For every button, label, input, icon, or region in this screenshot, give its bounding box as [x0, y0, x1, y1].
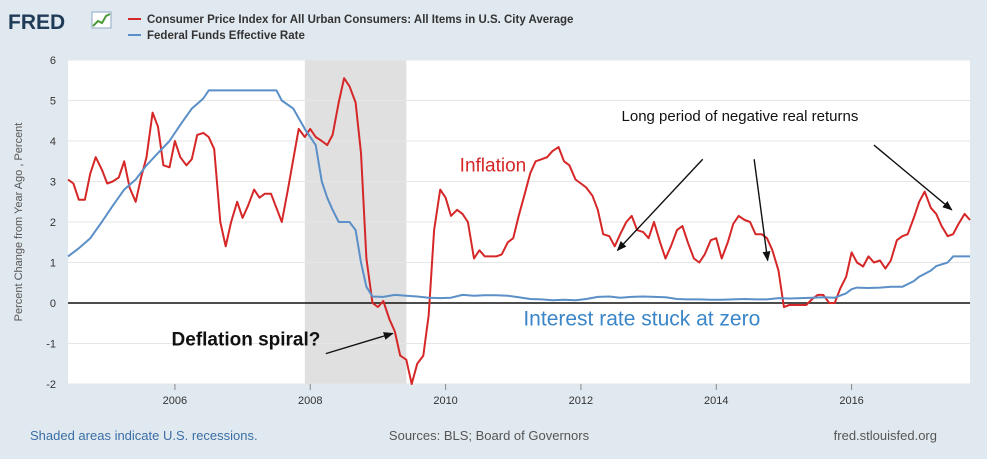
- x-tick-label: 2008: [298, 395, 322, 407]
- footer-site-link[interactable]: fred.stlouisfed.org: [834, 428, 937, 443]
- series-layer: [67, 77, 971, 385]
- annotation-arrow: [753, 159, 771, 262]
- x-tick-label: 2016: [839, 395, 863, 407]
- axis-layer: -2 -1 0 1 2 3 4 5 6 2006 2008 2010 2012 2014 2016: [46, 55, 864, 407]
- annotation-deflation-spiral: Deflation spiral?: [172, 330, 321, 351]
- x-tick-label: 2012: [569, 395, 593, 407]
- y-tick-label: -1: [46, 339, 56, 351]
- annotation-layer: Inflation Long period of negative real re…: [172, 108, 953, 355]
- y-tick-label: 6: [50, 55, 56, 67]
- annotation-negative-real-returns: Long period of negative real returns: [622, 108, 859, 125]
- y-tick-label: -2: [46, 379, 56, 391]
- fred-logo-graph-icon: [91, 11, 112, 29]
- annotation-arrow: [873, 144, 953, 211]
- y-tick-label: 1: [50, 258, 56, 270]
- footer-sources: Sources: BLS; Board of Governors: [389, 428, 590, 443]
- annotation-arrow: [325, 332, 394, 355]
- x-tick-label: 2010: [433, 395, 457, 407]
- y-tick-label: 0: [50, 298, 56, 310]
- y-tick-label: 5: [50, 96, 56, 108]
- legend-label-fedfunds: Federal Funds Effective Rate: [147, 30, 305, 42]
- y-axis-label: Percent Change from Year Ago , Percent: [13, 123, 25, 322]
- y-tick-label: 3: [50, 177, 56, 189]
- cpi-inflation-line: [67, 77, 971, 385]
- fred-logo: FRED: [8, 11, 112, 34]
- y-tick-label: 2: [50, 217, 56, 229]
- x-tick-label: 2014: [704, 395, 728, 407]
- legend-label-cpi: Consumer Price Index for All Urban Consu…: [147, 14, 573, 26]
- y-tick-label: 4: [50, 136, 56, 148]
- fed-funds-rate-line: [67, 89, 970, 302]
- footer-recession-note: Shaded areas indicate U.S. recessions.: [30, 428, 258, 443]
- annotation-inflation: Inflation: [460, 155, 527, 176]
- annotation-interest-rate-zero: Interest rate stuck at zero: [523, 307, 760, 330]
- x-tick-label: 2006: [163, 395, 187, 407]
- annotation-arrow: [616, 158, 704, 252]
- fred-logo-text: FRED: [8, 11, 65, 34]
- legend: Consumer Price Index for All Urban Consu…: [128, 14, 573, 42]
